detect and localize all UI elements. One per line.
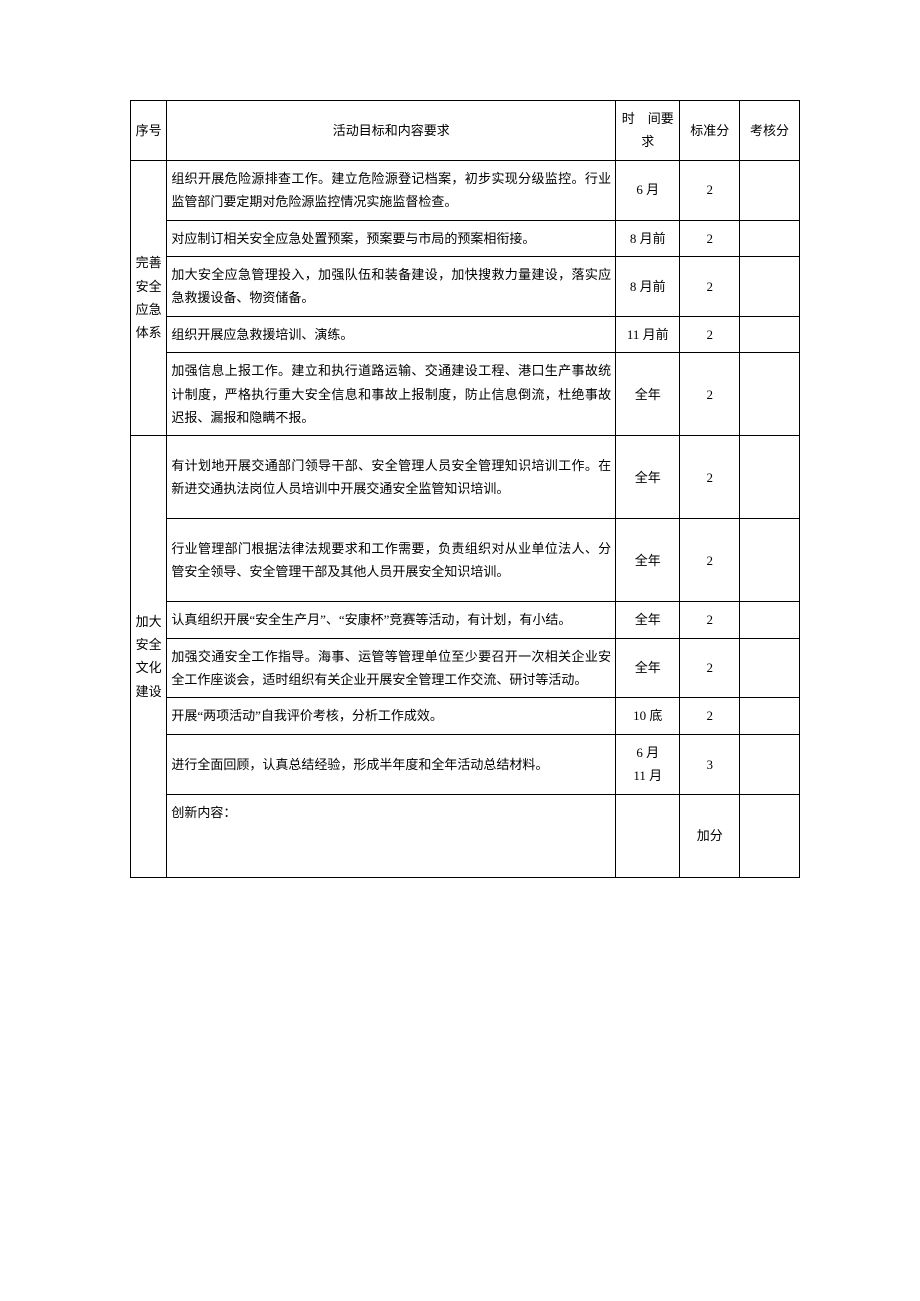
row-content: 加强信息上报工作。建立和执行道路运输、交通建设工程、港口生产事故统计制度，严格执…: [167, 353, 616, 436]
row-assess: [740, 602, 800, 638]
row-assess: [740, 436, 800, 519]
row-score: 2: [680, 160, 740, 220]
row-score: 2: [680, 519, 740, 602]
row-content: 认真组织开展“安全生产月”、“安康杯”竞赛等活动，有计划，有小结。: [167, 602, 616, 638]
row-time: 10 底: [616, 698, 680, 734]
row-assess: [740, 256, 800, 316]
row-content: 组织开展危险源排查工作。建立危险源登记档案，初步实现分级监控。行业监管部门要定期…: [167, 160, 616, 220]
table-row: 组织开展应急救援培训、演练。11 月前2: [131, 316, 800, 352]
row-score: 2: [680, 436, 740, 519]
row-time: 6 月: [616, 160, 680, 220]
row-content: 进行全面回顾，认真总结经验，形成半年度和全年活动总结材料。: [167, 734, 616, 794]
section-label: 加大安全文化建设: [131, 436, 167, 877]
row-assess: [740, 160, 800, 220]
row-assess: [740, 519, 800, 602]
row-assess: [740, 353, 800, 436]
header-content: 活动目标和内容要求: [167, 101, 616, 161]
header-time: 时 间要求: [616, 101, 680, 161]
section-label: 完善安全应急体系: [131, 160, 167, 436]
row-score: 2: [680, 316, 740, 352]
row-assess: [740, 698, 800, 734]
table-row: 对应制订相关安全应急处置预案，预案要与市局的预案相衔接。8 月前2: [131, 220, 800, 256]
row-time: 全年: [616, 519, 680, 602]
row-score: 加分: [680, 794, 740, 877]
table-row: 完善安全应急体系组织开展危险源排查工作。建立危险源登记档案，初步实现分级监控。行…: [131, 160, 800, 220]
row-time: 8 月前: [616, 220, 680, 256]
header-seq: 序号: [131, 101, 167, 161]
row-content: 加强交通安全工作指导。海事、运管等管理单位至少要召开一次相关企业安全工作座谈会，…: [167, 638, 616, 698]
row-assess: [740, 220, 800, 256]
assessment-table: 序号 活动目标和内容要求 时 间要求 标准分 考核分 完善安全应急体系组织开展危…: [130, 100, 800, 878]
row-content: 创新内容：: [167, 794, 616, 877]
table-row: 开展“两项活动”自我评价考核，分析工作成效。10 底2: [131, 698, 800, 734]
table-row: 加强信息上报工作。建立和执行道路运输、交通建设工程、港口生产事故统计制度，严格执…: [131, 353, 800, 436]
table-row: 行业管理部门根据法律法规要求和工作需要，负责组织对从业单位法人、分管安全领导、安…: [131, 519, 800, 602]
row-time: 11 月前: [616, 316, 680, 352]
table-row: 进行全面回顾，认真总结经验，形成半年度和全年活动总结材料。6 月 11 月3: [131, 734, 800, 794]
row-content: 有计划地开展交通部门领导干部、安全管理人员安全管理知识培训工作。在新进交通执法岗…: [167, 436, 616, 519]
row-score: 2: [680, 353, 740, 436]
row-content: 开展“两项活动”自我评价考核，分析工作成效。: [167, 698, 616, 734]
table-row: 加强交通安全工作指导。海事、运管等管理单位至少要召开一次相关企业安全工作座谈会，…: [131, 638, 800, 698]
row-score: 2: [680, 638, 740, 698]
header-score: 标准分: [680, 101, 740, 161]
row-assess: [740, 316, 800, 352]
row-score: 2: [680, 602, 740, 638]
row-time: 全年: [616, 602, 680, 638]
row-time: 8 月前: [616, 256, 680, 316]
header-assess: 考核分: [740, 101, 800, 161]
table-row: 创新内容： 加分: [131, 794, 800, 877]
row-time: 全年: [616, 436, 680, 519]
row-content: 加大安全应急管理投入，加强队伍和装备建设，加快搜救力量建设，落实应急救援设备、物…: [167, 256, 616, 316]
table-row: 加大安全应急管理投入，加强队伍和装备建设，加快搜救力量建设，落实应急救援设备、物…: [131, 256, 800, 316]
row-time: 全年: [616, 638, 680, 698]
row-content: 行业管理部门根据法律法规要求和工作需要，负责组织对从业单位法人、分管安全领导、安…: [167, 519, 616, 602]
row-time: 6 月 11 月: [616, 734, 680, 794]
table-row: 加大安全文化建设有计划地开展交通部门领导干部、安全管理人员安全管理知识培训工作。…: [131, 436, 800, 519]
row-score: 2: [680, 698, 740, 734]
row-assess: [740, 638, 800, 698]
row-content: 组织开展应急救援培训、演练。: [167, 316, 616, 352]
row-assess: [740, 794, 800, 877]
row-score: 2: [680, 256, 740, 316]
row-time: 全年: [616, 353, 680, 436]
row-score: 3: [680, 734, 740, 794]
row-assess: [740, 734, 800, 794]
row-time: [616, 794, 680, 877]
table-header-row: 序号 活动目标和内容要求 时 间要求 标准分 考核分: [131, 101, 800, 161]
table-row: 认真组织开展“安全生产月”、“安康杯”竞赛等活动，有计划，有小结。全年2: [131, 602, 800, 638]
row-content: 对应制订相关安全应急处置预案，预案要与市局的预案相衔接。: [167, 220, 616, 256]
row-score: 2: [680, 220, 740, 256]
